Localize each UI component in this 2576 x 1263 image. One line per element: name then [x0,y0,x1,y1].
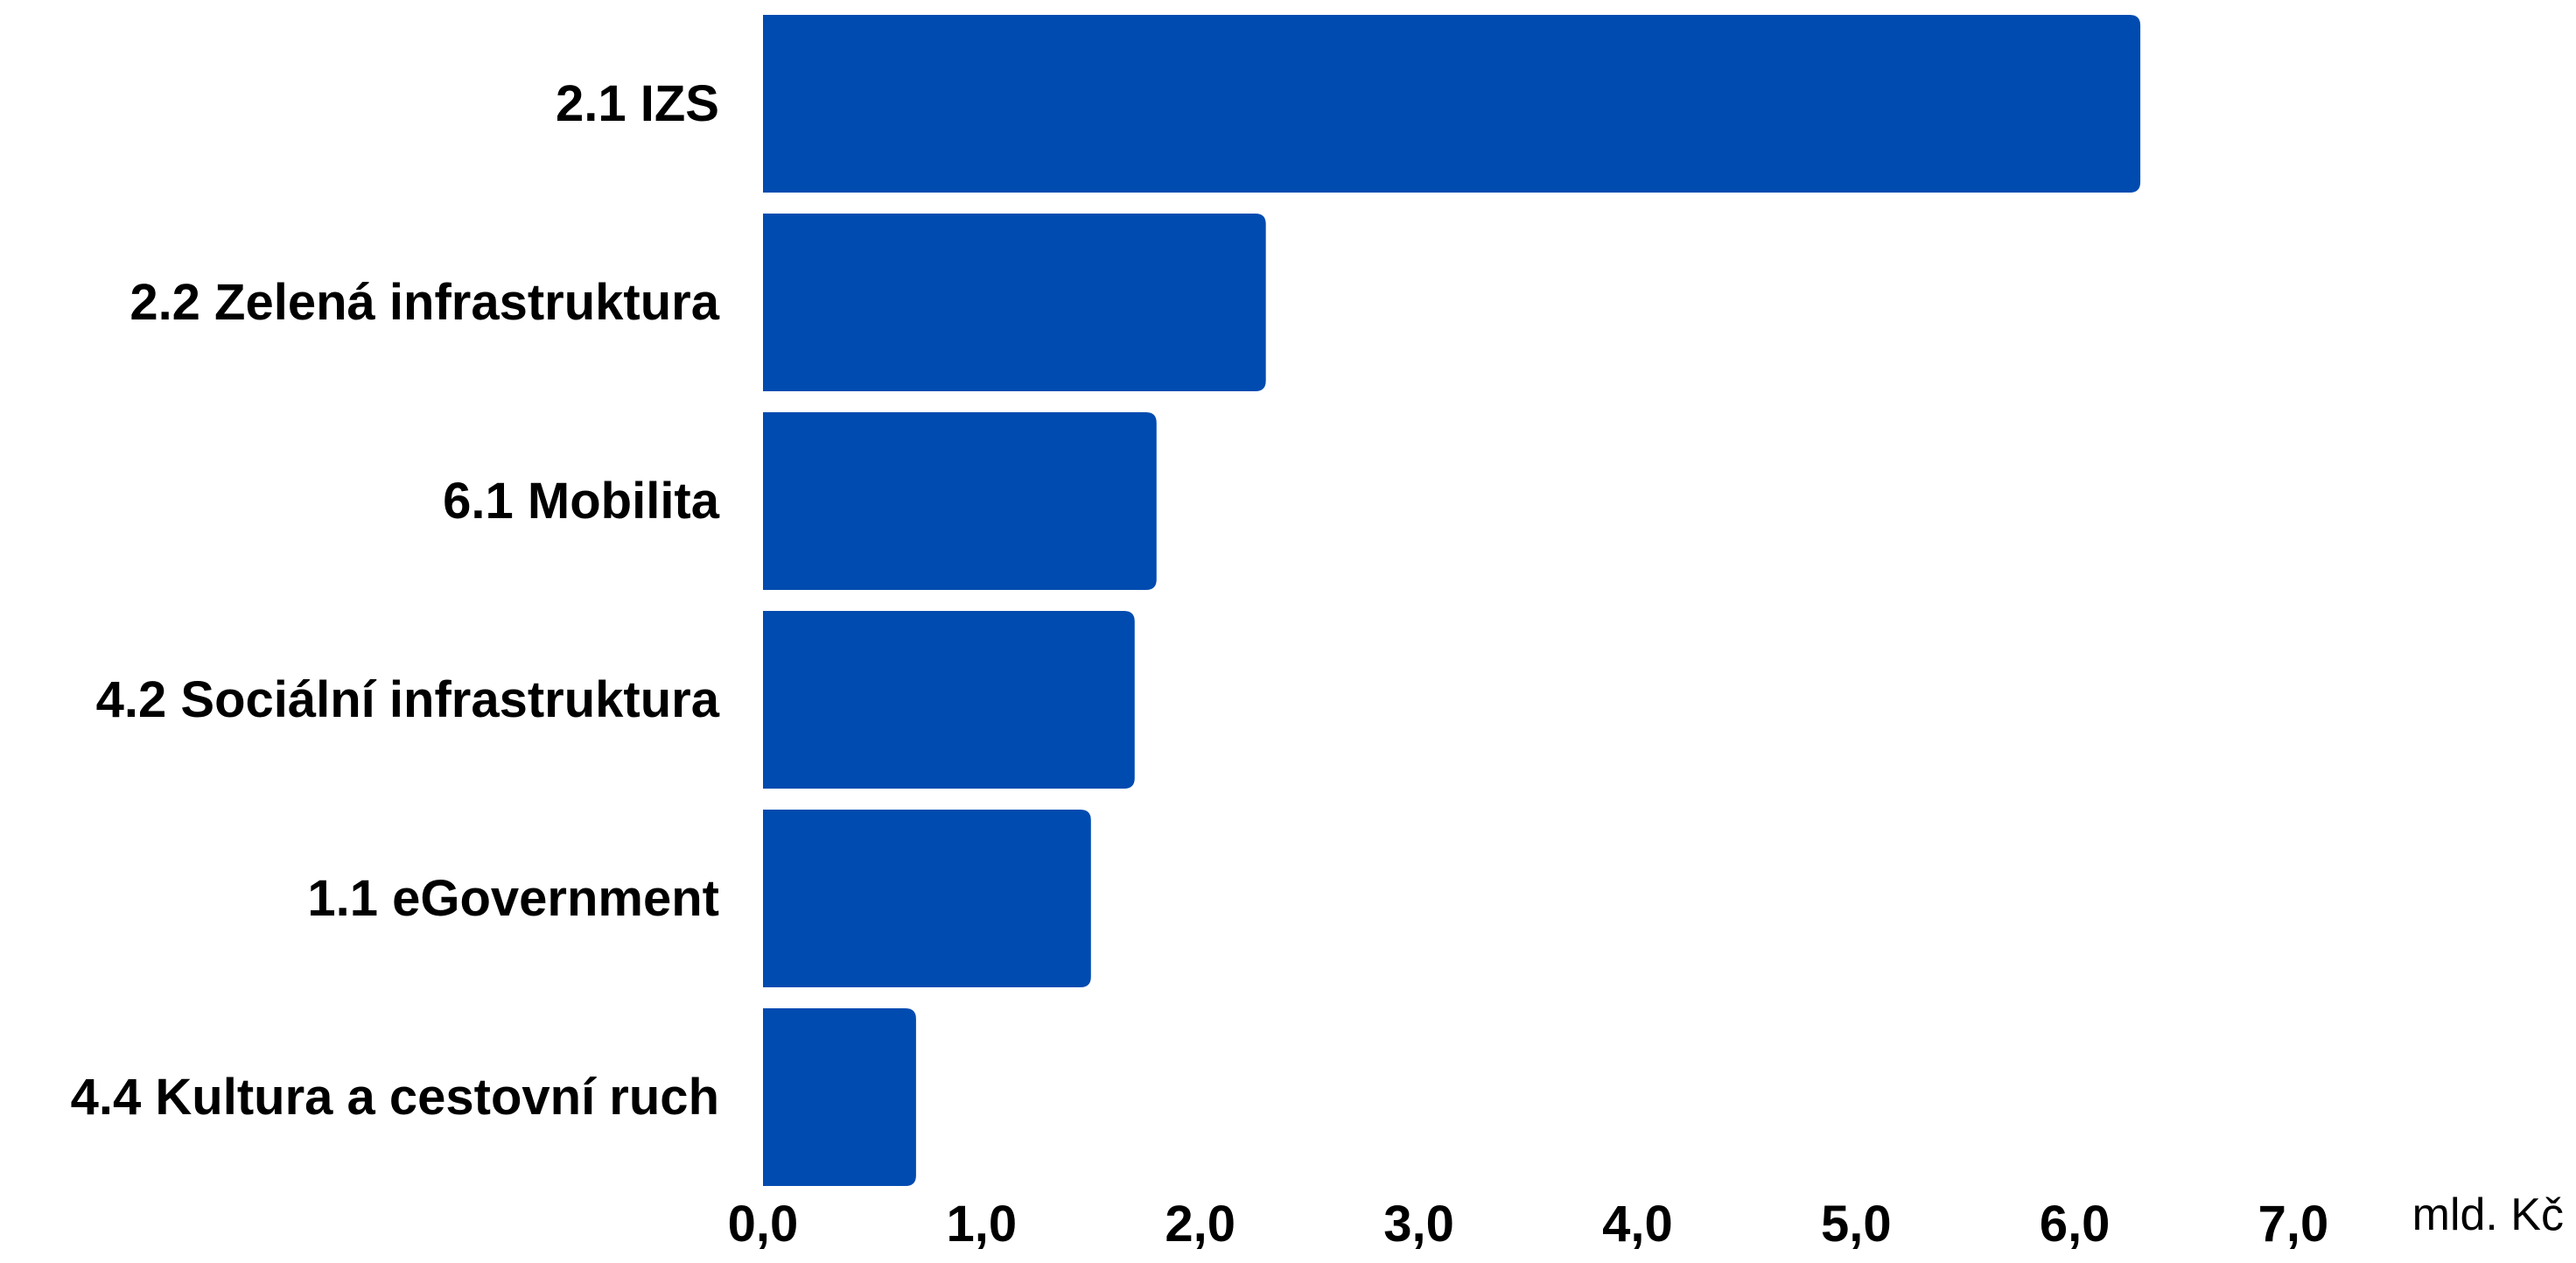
category-label: 2.2 Zelená infrastruktura [130,274,719,331]
category-label: 2.1 IZS [556,75,719,132]
category-label: 1.1 eGovernment [307,870,719,927]
x-axis-tick-labels-group: 0,0 1,0 2,0 3,0 4,0 5,0 6,0 7,0 [728,1196,2329,1252]
x-axis-unit-label: mld. Kč [2412,1189,2564,1240]
x-axis-tick-label: 0,0 [728,1196,799,1252]
x-axis-tick-label: 2,0 [1165,1196,1236,1252]
x-axis-tick-label: 4,0 [1602,1196,1673,1252]
x-axis-tick-label: 3,0 [1383,1196,1454,1252]
bar-1-1-egovernment [763,810,1091,987]
bars-group [763,15,2141,1186]
x-axis-tick-label: 6,0 [2040,1196,2110,1252]
bar-2-1-izs [763,15,2141,193]
bar-2-2-zelena-infrastruktura [763,214,1266,391]
bar-4-4-kultura-a-cestovni-ruch [763,1008,916,1186]
category-label: 4.2 Sociální infrastruktura [96,671,720,728]
category-labels-group: 2.1 IZS 2.2 Zelená infrastruktura 6.1 Mobi… [71,75,720,1126]
bar-6-1-mobilita [763,412,1157,590]
x-axis-tick-label: 1,0 [947,1196,1018,1252]
bar-4-2-socialni-infrastruktura [763,611,1135,789]
x-axis-tick-label: 7,0 [2258,1196,2329,1252]
x-axis-tick-label: 5,0 [1821,1196,1892,1252]
category-label: 6.1 Mobilita [443,473,720,530]
category-label: 4.4 Kultura a cestovní ruch [71,1069,719,1126]
